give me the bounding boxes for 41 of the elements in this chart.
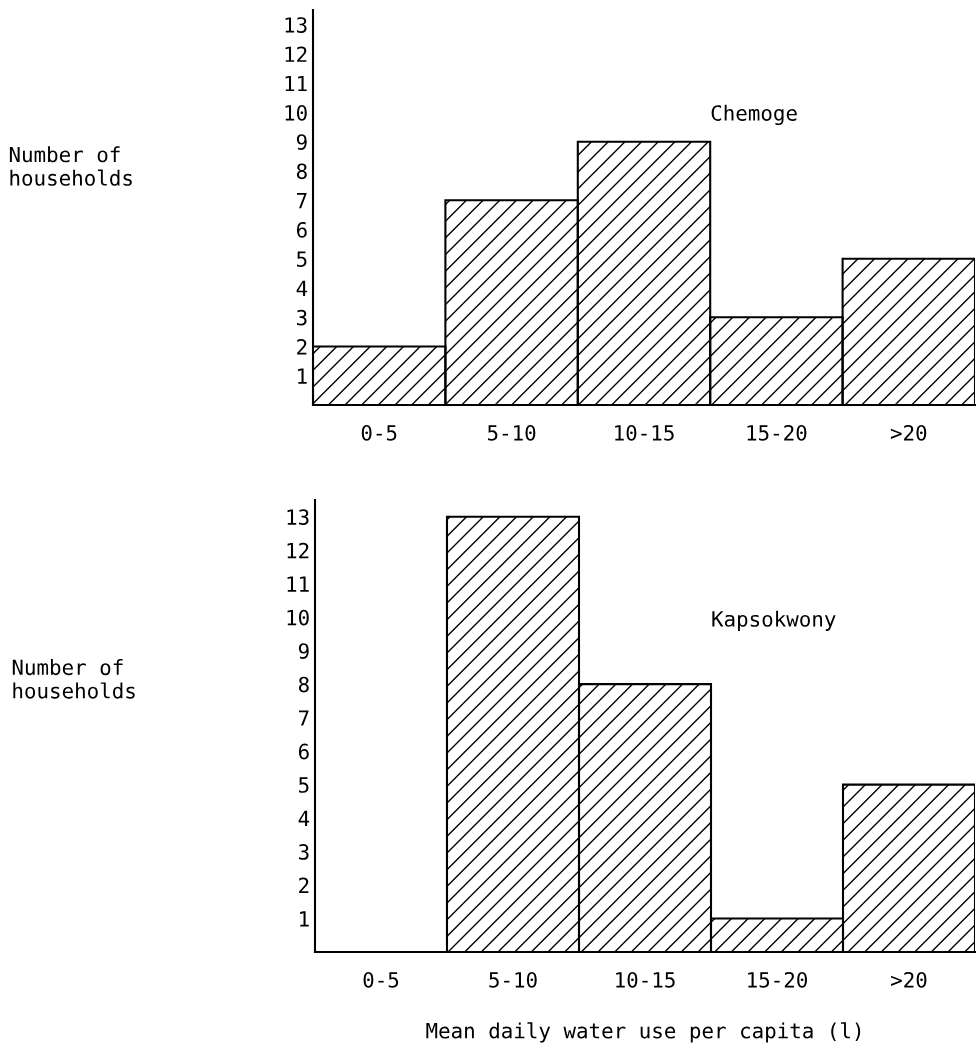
y-tick-label: 3 — [296, 309, 307, 326]
x-tick-label: 5-10 — [487, 424, 536, 441]
y-tick-label: 5 — [299, 777, 309, 793]
y-tick-label: 13 — [285, 17, 307, 33]
y-tick-label: 2 — [299, 877, 309, 894]
y-tick-label: 7 — [299, 710, 309, 726]
x-tick-label: >20 — [891, 971, 927, 988]
y-tick-label: 2 — [297, 338, 307, 355]
x-tick-label: 0-5 — [361, 424, 397, 441]
y-tick-label: 4 — [296, 280, 308, 296]
y-tick-label: 11 — [285, 75, 307, 92]
y-tick-label: 8 — [298, 676, 309, 693]
y-tick-label: 6 — [298, 743, 309, 760]
x-tick-label: 5-10 — [489, 971, 537, 988]
x-axis-title: Mean daily water use per capita (l) — [426, 1022, 861, 1043]
y-tick-label: 9 — [298, 643, 309, 659]
y-tick-label: 5 — [297, 251, 307, 267]
x-tick-label: 0-5 — [363, 971, 399, 988]
y-tick-label: 12 — [287, 542, 309, 559]
y-tick-label: 3 — [298, 844, 309, 860]
y-axis-title: Number of households — [9, 146, 132, 186]
y-tick-label: 10 — [285, 104, 307, 121]
y-tick-label: 8 — [296, 163, 307, 180]
annotation: Chemoge — [711, 104, 797, 126]
y-tick-label: 12 — [285, 46, 307, 62]
y-tick-label: 1 — [300, 911, 309, 927]
y-axis-title: Number of households — [12, 659, 135, 699]
y-tick-label: 1 — [298, 368, 307, 384]
x-tick-label: 15-20 — [748, 971, 808, 988]
y-tick-label: 4 — [298, 810, 310, 827]
y-tick-label: 11 — [287, 576, 309, 592]
y-tick-label: 13 — [287, 509, 309, 526]
annotation: Kapsokwony — [712, 610, 836, 631]
x-tick-label: 10-15 — [616, 971, 675, 988]
x-tick-label: 15-20 — [747, 424, 807, 441]
y-tick-label: 7 — [297, 192, 307, 209]
x-tick-label: 10-15 — [615, 424, 674, 441]
y-tick-label: 10 — [287, 609, 309, 626]
y-tick-label: 9 — [296, 134, 307, 150]
y-tick-label: 6 — [296, 221, 307, 238]
x-tick-label: >20 — [890, 424, 927, 441]
